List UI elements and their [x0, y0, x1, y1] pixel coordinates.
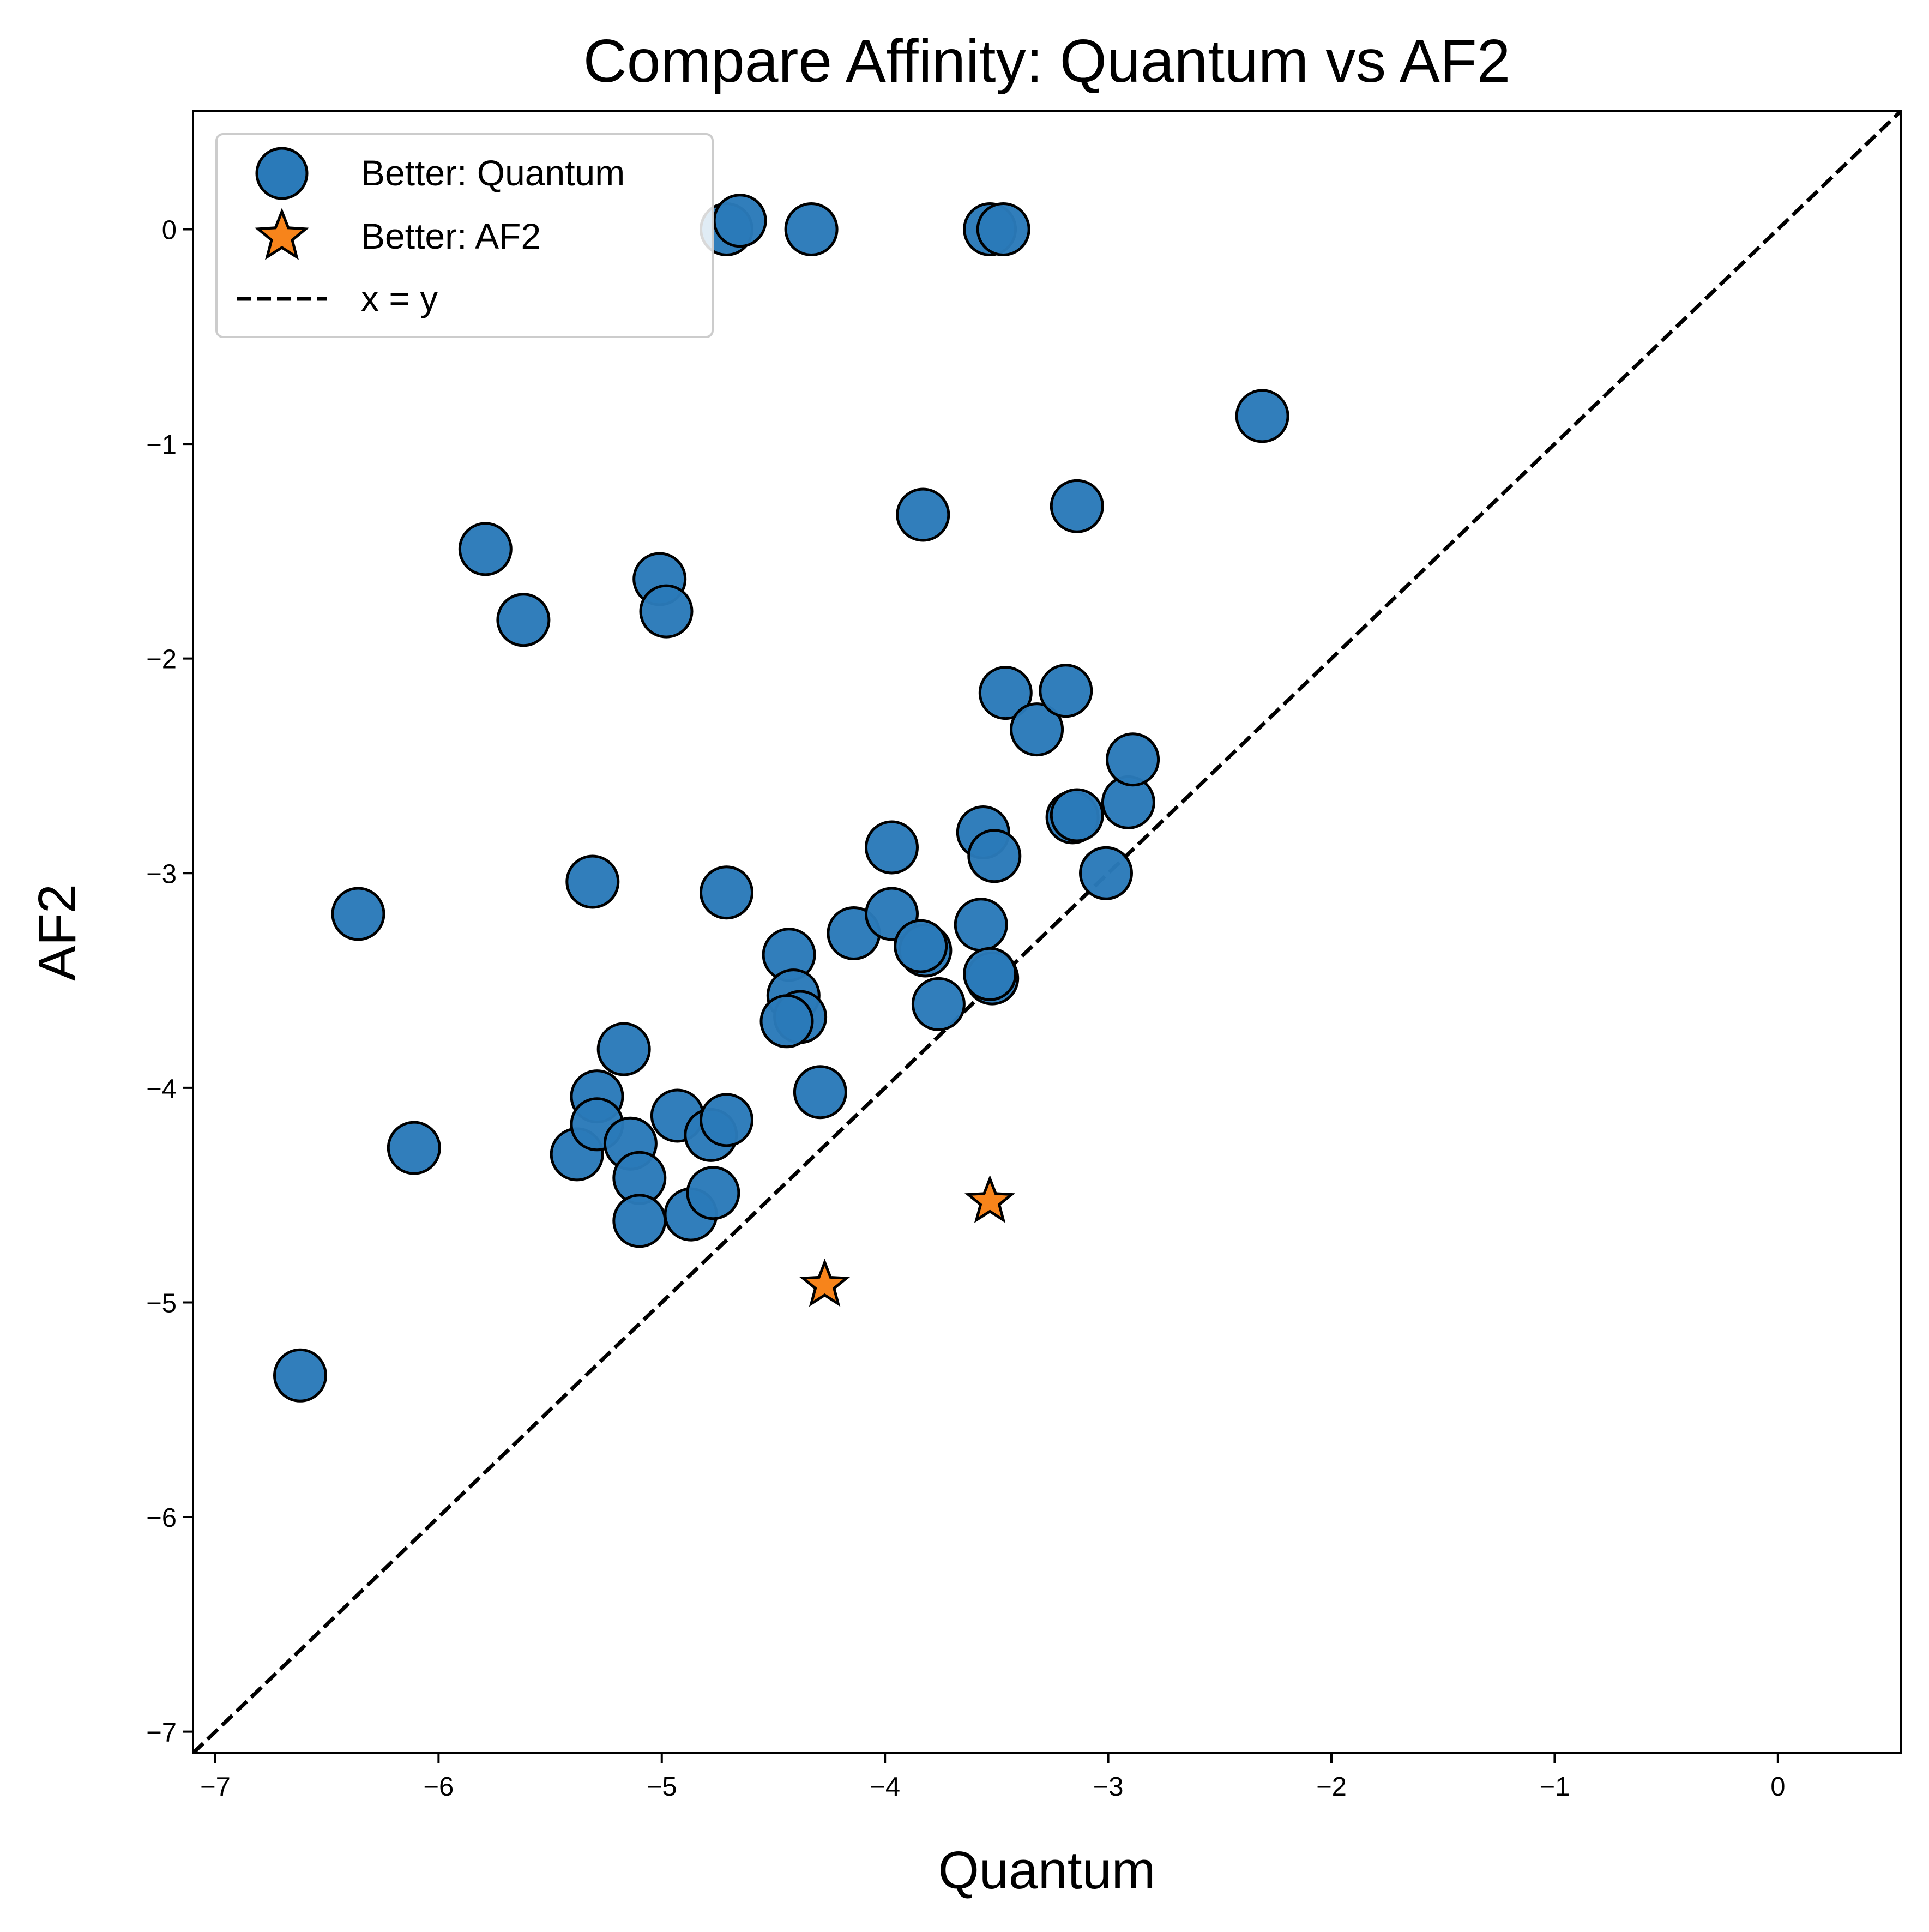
data-point-quantum — [954, 898, 1008, 952]
x-tick-label: 0 — [1770, 1772, 1785, 1802]
y-axis-ticks: −7 −6 −5 −4 −3 −2 −1 0 — [146, 215, 193, 1748]
series-better-af2 — [799, 1175, 1016, 1307]
data-point-quantum — [700, 1093, 753, 1147]
data-point-quantum — [1050, 479, 1104, 533]
y-tick-label: −7 — [146, 1718, 177, 1748]
data-point-af2 — [799, 1259, 851, 1307]
legend-star-marker — [254, 208, 310, 260]
plot-frame — [192, 110, 1902, 1754]
y-axis-label: AF2 — [27, 884, 87, 981]
data-point-quantum — [911, 977, 966, 1031]
data-point-quantum — [1050, 788, 1104, 842]
data-point-quantum — [976, 202, 1030, 256]
x-tick-label: −2 — [1316, 1772, 1347, 1802]
data-point-quantum — [273, 1348, 327, 1403]
x-tick-label: −6 — [423, 1772, 454, 1802]
chart-title: Compare Affinity: Quantum vs AF2 — [583, 27, 1511, 95]
data-point-quantum — [865, 820, 919, 875]
legend: Better: Quantum Better: AF2 x = y — [215, 133, 714, 338]
legend-circle-marker — [255, 147, 309, 200]
data-point-quantum — [967, 829, 1022, 883]
x-tick-label: −7 — [200, 1772, 231, 1802]
data-point-quantum — [700, 865, 753, 920]
data-point-quantum — [639, 584, 694, 639]
x-tick-label: −5 — [647, 1772, 677, 1802]
data-point-quantum — [1010, 702, 1064, 757]
data-point-quantum — [686, 1166, 740, 1220]
legend-frame — [215, 133, 714, 338]
x-tick-label: −4 — [870, 1772, 900, 1802]
data-point-quantum — [784, 202, 839, 256]
data-point-quantum — [963, 947, 1017, 1001]
data-point-quantum — [793, 1065, 847, 1120]
legend-label-reference: x = y — [361, 278, 438, 318]
legend-label-quantum: Better: Quantum — [361, 153, 625, 193]
data-point-quantum — [759, 994, 814, 1049]
data-point-quantum — [713, 194, 767, 248]
data-point-quantum — [331, 887, 385, 941]
x-axis-ticks: −7 −6 −5 −4 −3 −2 −1 0 — [200, 1753, 1785, 1802]
y-tick-label: −2 — [146, 645, 177, 675]
data-point-quantum — [458, 522, 513, 576]
reference-line — [193, 111, 1901, 1753]
data-point-quantum — [894, 919, 948, 973]
x-axis-label: Quantum — [938, 1840, 1156, 1900]
data-point-quantum — [1106, 732, 1160, 787]
x-tick-label: −3 — [1093, 1772, 1124, 1802]
data-point-quantum — [596, 1022, 651, 1076]
y-tick-label: −4 — [146, 1074, 177, 1104]
y-tick-label: −5 — [146, 1289, 177, 1318]
data-point-quantum — [387, 1121, 441, 1175]
data-point-quantum — [1039, 664, 1093, 718]
data-point-af2 — [964, 1175, 1016, 1224]
legend-label-af2: Better: AF2 — [361, 216, 541, 256]
data-point-quantum — [565, 854, 620, 909]
x-tick-label: −1 — [1539, 1772, 1570, 1802]
data-point-quantum — [978, 666, 1033, 720]
y-tick-label: −1 — [146, 430, 177, 460]
series-better-quantum — [273, 194, 1289, 1403]
data-point-quantum — [1235, 389, 1289, 443]
plot-area — [193, 111, 1901, 1753]
data-point-quantum — [612, 1194, 667, 1248]
data-point-quantum — [896, 487, 950, 542]
data-point-quantum — [1079, 846, 1133, 900]
y-tick-label: −3 — [146, 859, 177, 889]
y-tick-label: 0 — [162, 215, 177, 245]
y-tick-label: −6 — [146, 1503, 177, 1533]
data-point-quantum — [496, 593, 551, 647]
